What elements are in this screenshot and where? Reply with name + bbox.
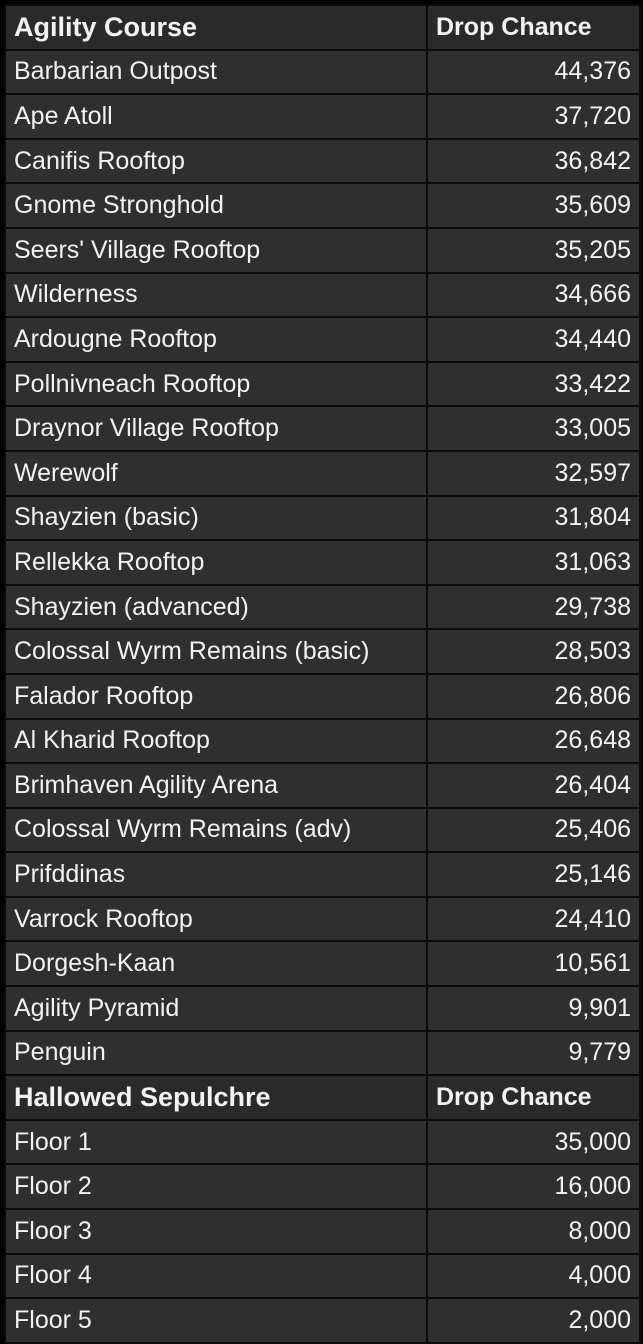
table-row: Colossal Wyrm Remains (adv) 25,406: [4, 806, 641, 854]
table-row: Prifddinas 25,146: [4, 851, 641, 898]
row-name: Seers' Village Rooftop: [4, 226, 428, 274]
table-row: Seers' Village Rooftop 35,205: [4, 226, 641, 274]
table-row: Brimhaven Agility Arena 26,404: [4, 762, 641, 809]
row-name: Floor 4: [4, 1252, 428, 1300]
row-name: Floor 5: [4, 1297, 428, 1344]
row-name: Dorgesh-Kaan: [4, 940, 428, 988]
row-name: Gnome Stronghold: [4, 182, 428, 229]
row-drop-chance: 32,597: [426, 449, 641, 497]
row-name: Shayzien (basic): [4, 494, 428, 542]
row-name: Al Kharid Rooftop: [4, 717, 428, 765]
row-drop-chance: 31,063: [426, 539, 641, 586]
row-drop-chance: 26,806: [426, 672, 641, 720]
row-drop-chance: 8,000: [426, 1208, 641, 1255]
table-row: Pollnivneach Rooftop 33,422: [4, 360, 641, 408]
row-drop-chance: 4,000: [426, 1252, 641, 1300]
column-header-drop-chance: Drop Chance: [426, 1074, 641, 1121]
table-row: Agility Pyramid 9,901: [4, 985, 641, 1032]
row-name: Colossal Wyrm Remains (adv): [4, 806, 428, 854]
row-drop-chance: 26,404: [426, 762, 641, 809]
row-drop-chance: 35,000: [426, 1118, 641, 1166]
row-name: Shayzien (advanced): [4, 583, 428, 631]
row-drop-chance: 16,000: [426, 1163, 641, 1211]
row-drop-chance: 26,648: [426, 717, 641, 765]
row-drop-chance: 9,779: [426, 1029, 641, 1077]
row-drop-chance: 24,410: [426, 895, 641, 943]
table-row: Al Kharid Rooftop 26,648: [4, 717, 641, 765]
table-row: Gnome Stronghold 35,609: [4, 182, 641, 229]
row-name: Colossal Wyrm Remains (basic): [4, 628, 428, 675]
row-name: Floor 2: [4, 1163, 428, 1211]
table-body: Agility Course Drop Chance Barbarian Outpo…: [4, 4, 641, 1344]
section-header-row: Hallowed Sepulchre Drop Chance: [4, 1074, 641, 1121]
table-row: Penguin 9,779: [4, 1029, 641, 1077]
row-name: Prifddinas: [4, 851, 428, 898]
table-row: Wilderness 34,666: [4, 271, 641, 319]
row-drop-chance: 29,738: [426, 583, 641, 631]
row-name: Brimhaven Agility Arena: [4, 762, 428, 809]
table-row: Varrock Rooftop 24,410: [4, 895, 641, 943]
row-drop-chance: 25,406: [426, 806, 641, 854]
table-row: Colossal Wyrm Remains (basic) 28,503: [4, 628, 641, 675]
table-row: Floor 1 35,000: [4, 1118, 641, 1166]
table-row: Werewolf 32,597: [4, 449, 641, 497]
row-name: Werewolf: [4, 449, 428, 497]
drop-chance-table: Agility Course Drop Chance Barbarian Outpo…: [4, 4, 641, 1344]
row-drop-chance: 33,005: [426, 405, 641, 452]
table-row: Floor 4 4,000: [4, 1252, 641, 1300]
row-name: Barbarian Outpost: [4, 48, 428, 96]
table-row: Floor 5 2,000: [4, 1297, 641, 1344]
row-name: Canifis Rooftop: [4, 137, 428, 185]
table-row: Canifis Rooftop 36,842: [4, 137, 641, 185]
row-drop-chance: 31,804: [426, 494, 641, 542]
table-row: Floor 2 16,000: [4, 1163, 641, 1211]
row-name: Penguin: [4, 1029, 428, 1077]
row-name: Ape Atoll: [4, 93, 428, 140]
row-name: Draynor Village Rooftop: [4, 405, 428, 452]
table-row: Ardougne Rooftop 34,440: [4, 316, 641, 363]
column-header-drop-chance: Drop Chance: [426, 4, 641, 51]
table-row: Shayzien (basic) 31,804: [4, 494, 641, 542]
section-header-row: Agility Course Drop Chance: [4, 4, 641, 51]
table-row: Rellekka Rooftop 31,063: [4, 539, 641, 586]
row-drop-chance: 35,205: [426, 226, 641, 274]
table-row: Barbarian Outpost 44,376: [4, 48, 641, 96]
row-name: Floor 1: [4, 1118, 428, 1166]
row-drop-chance: 37,720: [426, 93, 641, 140]
row-name: Ardougne Rooftop: [4, 316, 428, 363]
row-drop-chance: 44,376: [426, 48, 641, 96]
row-drop-chance: 9,901: [426, 985, 641, 1032]
row-name: Floor 3: [4, 1208, 428, 1255]
table-row: Draynor Village Rooftop 33,005: [4, 405, 641, 452]
row-name: Falador Rooftop: [4, 672, 428, 720]
table-row: Dorgesh-Kaan 10,561: [4, 940, 641, 988]
row-name: Varrock Rooftop: [4, 895, 428, 943]
table-row: Floor 3 8,000: [4, 1208, 641, 1255]
table-row: Shayzien (advanced) 29,738: [4, 583, 641, 631]
table-row: Ape Atoll 37,720: [4, 93, 641, 140]
row-drop-chance: 28,503: [426, 628, 641, 675]
table-row: Falador Rooftop 26,806: [4, 672, 641, 720]
row-name: Wilderness: [4, 271, 428, 319]
row-name: Agility Pyramid: [4, 985, 428, 1032]
row-drop-chance: 25,146: [426, 851, 641, 898]
section-title: Agility Course: [4, 4, 428, 51]
row-drop-chance: 33,422: [426, 360, 641, 408]
row-name: Pollnivneach Rooftop: [4, 360, 428, 408]
row-drop-chance: 2,000: [426, 1297, 641, 1344]
row-drop-chance: 36,842: [426, 137, 641, 185]
row-drop-chance: 34,666: [426, 271, 641, 319]
row-name: Rellekka Rooftop: [4, 539, 428, 586]
row-drop-chance: 34,440: [426, 316, 641, 363]
section-title: Hallowed Sepulchre: [4, 1074, 428, 1121]
row-drop-chance: 10,561: [426, 940, 641, 988]
row-drop-chance: 35,609: [426, 182, 641, 229]
